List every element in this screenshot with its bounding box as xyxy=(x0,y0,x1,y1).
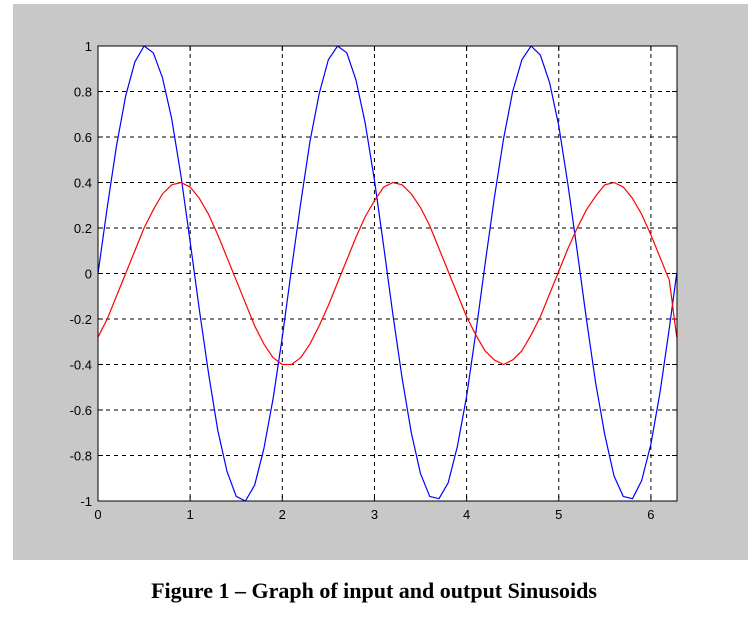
series-lines xyxy=(97,45,678,502)
figure-caption: Figure 1 – Graph of input and output Sin… xyxy=(151,578,597,603)
y-tick-label: 0.2 xyxy=(74,221,92,236)
x-tick-label: 0 xyxy=(94,507,101,522)
x-tick-label: 1 xyxy=(187,507,194,522)
x-tick-label: 6 xyxy=(647,507,654,522)
y-tick-label: 0.8 xyxy=(74,85,92,100)
y-tick-label: -0.2 xyxy=(70,312,92,327)
sinusoid-chart: 0 1 2 3 4 5 6 -1 -0.8 -0.6 -0.4 -0.2 0 0.2 0.4 0.6 0.8 1 xyxy=(70,39,678,522)
y-tick-label: 0.6 xyxy=(74,130,92,145)
y-tick-label: -0.4 xyxy=(70,358,92,373)
y-tick-label: 0.4 xyxy=(74,176,92,191)
plot-frame xyxy=(97,45,678,502)
y-tick-label: -0.8 xyxy=(70,449,92,464)
y-tick-label: -1 xyxy=(80,494,92,509)
y-tick-label: -0.6 xyxy=(70,403,92,418)
x-tick-label: 5 xyxy=(555,507,562,522)
input-sinusoid-line xyxy=(97,45,678,502)
x-tick-label: 3 xyxy=(371,507,378,522)
x-tick-label: 4 xyxy=(463,507,470,522)
y-tick-label: 0 xyxy=(85,267,92,282)
x-tick-label: 2 xyxy=(279,507,286,522)
output-sinusoid-line xyxy=(97,181,678,366)
y-tick-label: 1 xyxy=(85,39,92,54)
